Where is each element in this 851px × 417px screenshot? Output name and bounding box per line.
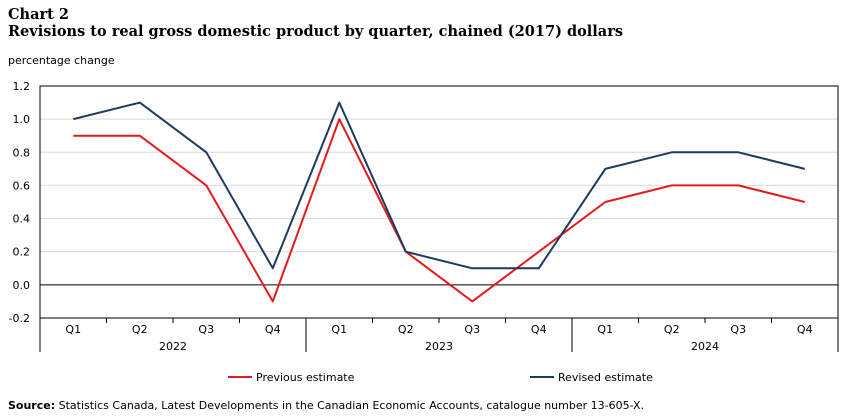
x-tick-label: Q2	[398, 323, 414, 336]
legend-label: Revised estimate	[558, 371, 653, 384]
y-tick-label: 0.6	[13, 179, 31, 192]
source-note: Source: Statistics Canada, Latest Develo…	[8, 399, 644, 412]
x-tick-label: Q4	[797, 323, 813, 336]
series-line-previous-estimate	[73, 118, 806, 303]
x-group-label: 2023	[425, 340, 453, 353]
y-tick-label: 0.8	[13, 146, 31, 159]
y-axis-unit-label: percentage change	[8, 54, 115, 67]
x-tick-label: Q2	[132, 323, 148, 336]
y-tick-label: 1.0	[13, 113, 31, 126]
x-tick-label: Q2	[664, 323, 680, 336]
chart-number: Chart 2	[8, 6, 69, 23]
x-group-label: 2024	[691, 340, 719, 353]
y-tick-label: 0.4	[13, 213, 31, 226]
x-tick-label: Q4	[531, 323, 547, 336]
x-tick-label: Q1	[331, 323, 347, 336]
y-tick-label: -0.2	[9, 312, 30, 325]
source-text: Statistics Canada, Latest Developments i…	[58, 399, 645, 412]
legend-label: Previous estimate	[256, 371, 355, 384]
source-label: Source:	[8, 399, 56, 412]
y-tick-label: 0.0	[13, 279, 31, 292]
x-tick-label: Q3	[730, 323, 746, 336]
y-tick-label: 0.2	[13, 246, 31, 259]
x-tick-label: Q3	[198, 323, 214, 336]
y-tick-label: 1.2	[13, 80, 31, 93]
x-group-label: 2022	[159, 340, 187, 353]
series-line-revised-estimate	[73, 101, 806, 270]
x-tick-label: Q1	[597, 323, 613, 336]
x-tick-label: Q1	[65, 323, 81, 336]
x-tick-label: Q4	[265, 323, 281, 336]
plot-frame	[39, 85, 839, 319]
chart-title: Revisions to real gross domestic product…	[8, 23, 624, 40]
x-tick-label: Q3	[464, 323, 480, 336]
